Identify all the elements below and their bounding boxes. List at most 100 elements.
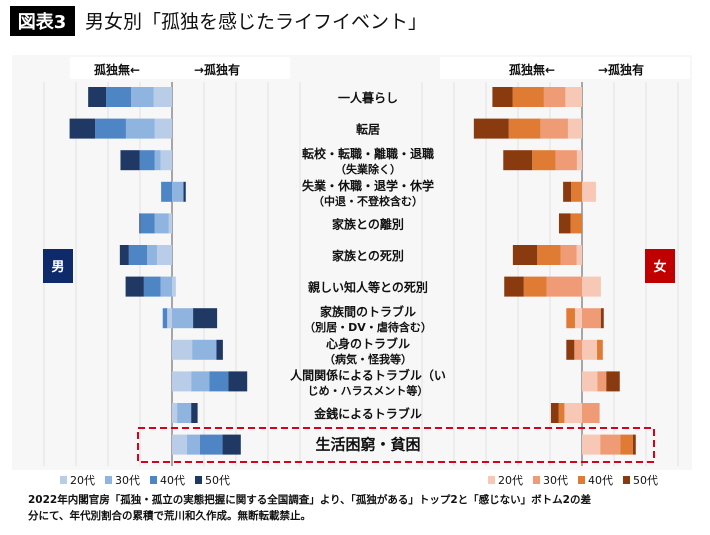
- female-bar-50代: [504, 276, 524, 297]
- male-bar-30代: [177, 403, 192, 423]
- female-bar-20代: [564, 403, 582, 423]
- male-bar-50代: [139, 213, 141, 234]
- category-label: じめ・ハラスメント等）: [308, 383, 429, 397]
- female-bar-20代: [582, 276, 601, 297]
- female-bar-40代: [532, 150, 556, 171]
- female-bar-40代: [508, 118, 541, 139]
- male-bar-20代: [154, 118, 172, 139]
- female-bar-40代: [537, 245, 561, 265]
- male-bar-50代: [125, 276, 144, 297]
- male-bar-20代: [167, 308, 172, 329]
- female-bar-40代: [620, 434, 633, 455]
- female-legend-swatch: [623, 476, 630, 484]
- male-bar-40代: [128, 245, 148, 265]
- figure-badge-bg: [10, 6, 75, 36]
- highlight-box: [137, 427, 655, 463]
- category-label: 転居: [356, 122, 380, 137]
- male-legend-label: 50代: [205, 474, 230, 487]
- male-bar-50代: [222, 434, 241, 455]
- male-bar-30代: [172, 181, 184, 202]
- male-header-left: 孤独無←: [94, 62, 140, 77]
- female-bar-50代: [473, 118, 509, 139]
- male-legend-swatch: [195, 476, 202, 484]
- female-bar-30代: [597, 371, 607, 392]
- category-label: （失業除く）: [335, 162, 401, 176]
- male-bar-30代: [154, 150, 161, 171]
- female-bar-20代: [574, 308, 582, 329]
- female-bar-50代: [632, 434, 636, 455]
- male-bar-20代: [172, 403, 178, 423]
- male-bar-30代: [131, 87, 154, 107]
- female-bar-20代: [576, 150, 582, 171]
- female-legend-label: 30代: [543, 474, 568, 487]
- male-bar-30代: [160, 276, 172, 297]
- female-bar-20代: [565, 87, 582, 107]
- female-bar-50代: [558, 213, 571, 234]
- male-bar-30代: [172, 308, 194, 329]
- category-label: 一人暮らし: [338, 90, 398, 105]
- category-label: 失業・休職・退学・休学: [302, 178, 434, 193]
- male-bar-30代: [154, 213, 169, 234]
- female-bar-40代: [558, 403, 565, 423]
- male-bar-30代: [147, 245, 157, 265]
- male-bar-20代: [156, 245, 172, 265]
- female-bar-30代: [600, 434, 621, 455]
- female-bar-30代: [543, 87, 566, 107]
- male-badge: [43, 249, 73, 283]
- female-bar-40代: [512, 87, 544, 107]
- category-label: 心身のトラブル: [326, 336, 410, 351]
- male-bar-20代: [168, 213, 172, 234]
- male-bar-50代: [191, 403, 198, 423]
- female-bar-50代: [563, 181, 572, 202]
- male-bar-40代: [162, 308, 168, 329]
- female-header-left: 孤独無←: [509, 62, 555, 77]
- category-label: 金銭によるトラブル: [313, 406, 422, 421]
- category-label: 親しい知人等との死別: [308, 280, 428, 295]
- female-bar-30代: [546, 276, 582, 297]
- female-legend-swatch: [533, 476, 540, 484]
- female-bar-50代: [566, 339, 575, 360]
- male-bar-20代: [172, 339, 193, 360]
- female-bar-20代: [567, 118, 582, 139]
- category-label: 人間関係によるトラブル（い: [290, 367, 446, 382]
- female-bar-20代: [582, 181, 597, 202]
- female-bar-50代: [492, 87, 513, 107]
- female-bar-30代: [555, 150, 577, 171]
- category-label: （中退・不登校含む）: [313, 194, 423, 208]
- female-bar-40代: [597, 339, 603, 360]
- female-legend-label: 40代: [588, 474, 613, 487]
- category-label: 家族間のトラブル: [320, 304, 416, 319]
- male-badge-label: 男: [51, 260, 64, 275]
- male-bar-50代: [228, 371, 248, 392]
- female-legend-label: 50代: [633, 474, 658, 487]
- right-header-band: [440, 57, 690, 79]
- female-bar-40代: [571, 181, 582, 202]
- male-bar-40代: [143, 276, 161, 297]
- female-legend-label: 20代: [498, 474, 523, 487]
- male-bar-40代: [199, 434, 223, 455]
- male-bar-50代: [216, 339, 223, 360]
- male-bar-50代: [193, 308, 218, 329]
- female-bar-40代: [570, 213, 582, 234]
- male-header-right: →孤独有: [194, 62, 240, 77]
- female-badge: [645, 249, 675, 283]
- male-bar-40代: [95, 118, 126, 139]
- female-bar-30代: [574, 339, 582, 360]
- male-bar-40代: [209, 371, 229, 392]
- female-bar-40代: [566, 308, 575, 329]
- male-bar-30代: [125, 118, 155, 139]
- male-bar-20代: [172, 276, 176, 297]
- category-label: 家族との死別: [332, 248, 404, 263]
- male-legend-swatch: [105, 476, 112, 484]
- male-legend-label: 20代: [70, 474, 95, 487]
- male-bar-50代: [183, 181, 186, 202]
- male-bar-40代: [106, 87, 132, 107]
- female-bar-20代: [582, 339, 598, 360]
- female-bar-40代: [523, 276, 547, 297]
- female-bar-30代: [560, 245, 577, 265]
- page-title: 男女別「孤独を感じたライフイベント」: [85, 11, 427, 33]
- female-bar-30代: [582, 308, 601, 329]
- female-bar-30代: [540, 118, 568, 139]
